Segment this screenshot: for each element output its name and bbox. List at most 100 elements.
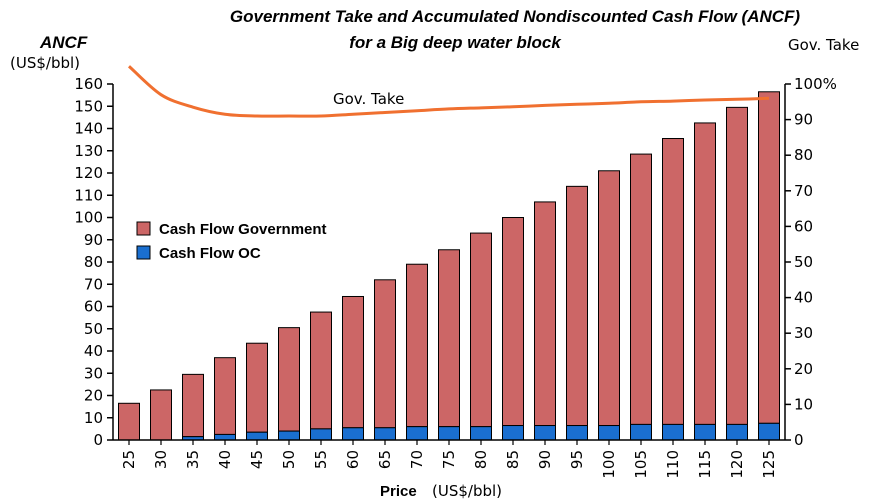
y-axis-ticks: 0 10 20 30 40 50 60 70 80 90 100 110 120 130 140 150 160 xyxy=(74,75,113,449)
bar-government xyxy=(694,122,716,425)
y-tick-label: 50 xyxy=(84,320,103,338)
bar-government xyxy=(406,263,428,428)
bar-government xyxy=(374,279,396,429)
y-tick-label: 60 xyxy=(84,298,103,316)
y2-axis-ticks: 0 10 20 30 40 50 60 70 80 90 100% xyxy=(785,75,837,449)
legend: Cash Flow Government Cash Flow OC xyxy=(136,221,327,262)
y2-tick-label: 0 xyxy=(794,431,804,449)
x-tick-label: 90 xyxy=(536,450,554,469)
x-tick-label: 70 xyxy=(408,450,426,469)
y2-axis-label: Gov. Take xyxy=(788,36,859,54)
y-tick-label: 120 xyxy=(74,164,103,182)
y2-tick-label: 100% xyxy=(794,75,837,93)
x-tick-label: 40 xyxy=(216,450,234,469)
bar-government xyxy=(118,402,140,441)
y-tick-label: 110 xyxy=(74,186,103,204)
bar-government xyxy=(342,295,364,429)
bar-government xyxy=(758,91,780,424)
x-tick-label: 100 xyxy=(600,450,618,479)
bar-oc xyxy=(662,423,684,441)
bar-government xyxy=(278,327,300,432)
y2-tick-label: 30 xyxy=(794,324,813,342)
y2-tick-label: 60 xyxy=(794,217,813,235)
bar-government xyxy=(150,389,172,441)
y-tick-label: 70 xyxy=(84,275,103,293)
bar-oc xyxy=(598,425,620,441)
bar-government xyxy=(310,311,332,430)
bar-oc xyxy=(278,430,300,441)
bar-government xyxy=(598,170,620,427)
gov-take-line xyxy=(127,65,770,118)
y-tick-label: 90 xyxy=(84,231,103,249)
x-tick-label: 55 xyxy=(312,450,330,469)
x-axis-unit: (US$/bbl) xyxy=(432,482,502,500)
x-tick-label: 25 xyxy=(120,450,138,469)
bar-oc xyxy=(470,426,492,441)
x-tick-label: 125 xyxy=(760,450,778,479)
y2-tick-label: 50 xyxy=(794,253,813,271)
y-tick-label: 80 xyxy=(84,253,103,271)
x-tick-label: 45 xyxy=(248,450,266,469)
x-axis-ticks: 25 30 35 40 45 50 55 60 65 70 75 80 85 90 95 100 105 110 1… xyxy=(120,440,778,479)
y-axis-unit: (US$/bbl) xyxy=(10,54,80,72)
chart-subtitle: for a Big deep water block xyxy=(349,33,562,52)
x-tick-label: 120 xyxy=(728,450,746,479)
x-tick-label: 30 xyxy=(152,450,170,469)
bar-government xyxy=(438,249,460,428)
bar-oc xyxy=(214,433,236,441)
y2-tick-label: 20 xyxy=(794,360,813,378)
y2-tick-label: 10 xyxy=(794,395,813,413)
legend-swatch-government xyxy=(136,221,151,236)
gov-take-annotation: Gov. Take xyxy=(333,90,404,108)
y2-tick-label: 90 xyxy=(794,111,813,129)
x-tick-label: 50 xyxy=(280,450,298,469)
bar-oc xyxy=(342,427,364,441)
bar-government xyxy=(470,232,492,428)
legend-label-oc: Cash Flow OC xyxy=(159,245,261,262)
y-tick-label: 150 xyxy=(74,97,103,115)
y-axis-label: ANCF xyxy=(39,33,88,52)
bar-oc xyxy=(438,426,460,441)
x-axis-label: Price xyxy=(380,483,417,500)
y2-tick-label: 80 xyxy=(794,146,813,164)
bar-oc xyxy=(534,425,556,441)
bar-government xyxy=(246,342,268,433)
y2-tick-label: 70 xyxy=(794,182,813,200)
chart-title: Government Take and Accumulated Nondisco… xyxy=(230,7,801,26)
y-tick-label: 130 xyxy=(74,142,103,160)
x-tick-label: 110 xyxy=(664,450,682,479)
bar-government xyxy=(566,185,588,427)
bar-oc xyxy=(630,423,652,441)
y-tick-label: 20 xyxy=(84,387,103,405)
y-tick-label: 160 xyxy=(74,75,103,93)
legend-label-government: Cash Flow Government xyxy=(159,221,327,238)
bars xyxy=(118,91,780,441)
y-tick-label: 40 xyxy=(84,342,103,360)
x-tick-label: 65 xyxy=(376,450,394,469)
x-tick-label: 35 xyxy=(184,450,202,469)
y-tick-label: 10 xyxy=(84,409,103,427)
bar-oc xyxy=(406,426,428,441)
x-tick-label: 95 xyxy=(568,450,586,469)
bar-government xyxy=(182,373,204,438)
bar-government xyxy=(502,217,524,427)
bar-government xyxy=(726,106,748,425)
y-tick-label: 0 xyxy=(93,431,103,449)
bar-oc xyxy=(310,428,332,441)
x-tick-label: 115 xyxy=(696,450,714,479)
bar-government xyxy=(662,138,684,425)
y2-tick-label: 40 xyxy=(794,289,813,307)
bar-oc xyxy=(374,427,396,441)
x-tick-label: 75 xyxy=(440,450,458,469)
bar-oc xyxy=(694,423,716,441)
x-tick-label: 105 xyxy=(632,450,650,479)
bar-oc xyxy=(758,422,780,441)
x-tick-label: 80 xyxy=(472,450,490,469)
y-tick-label: 30 xyxy=(84,364,103,382)
bar-government xyxy=(534,201,556,427)
bar-oc xyxy=(502,425,524,441)
bar-government xyxy=(630,153,652,425)
bar-oc xyxy=(726,423,748,441)
y-tick-label: 140 xyxy=(74,120,103,138)
